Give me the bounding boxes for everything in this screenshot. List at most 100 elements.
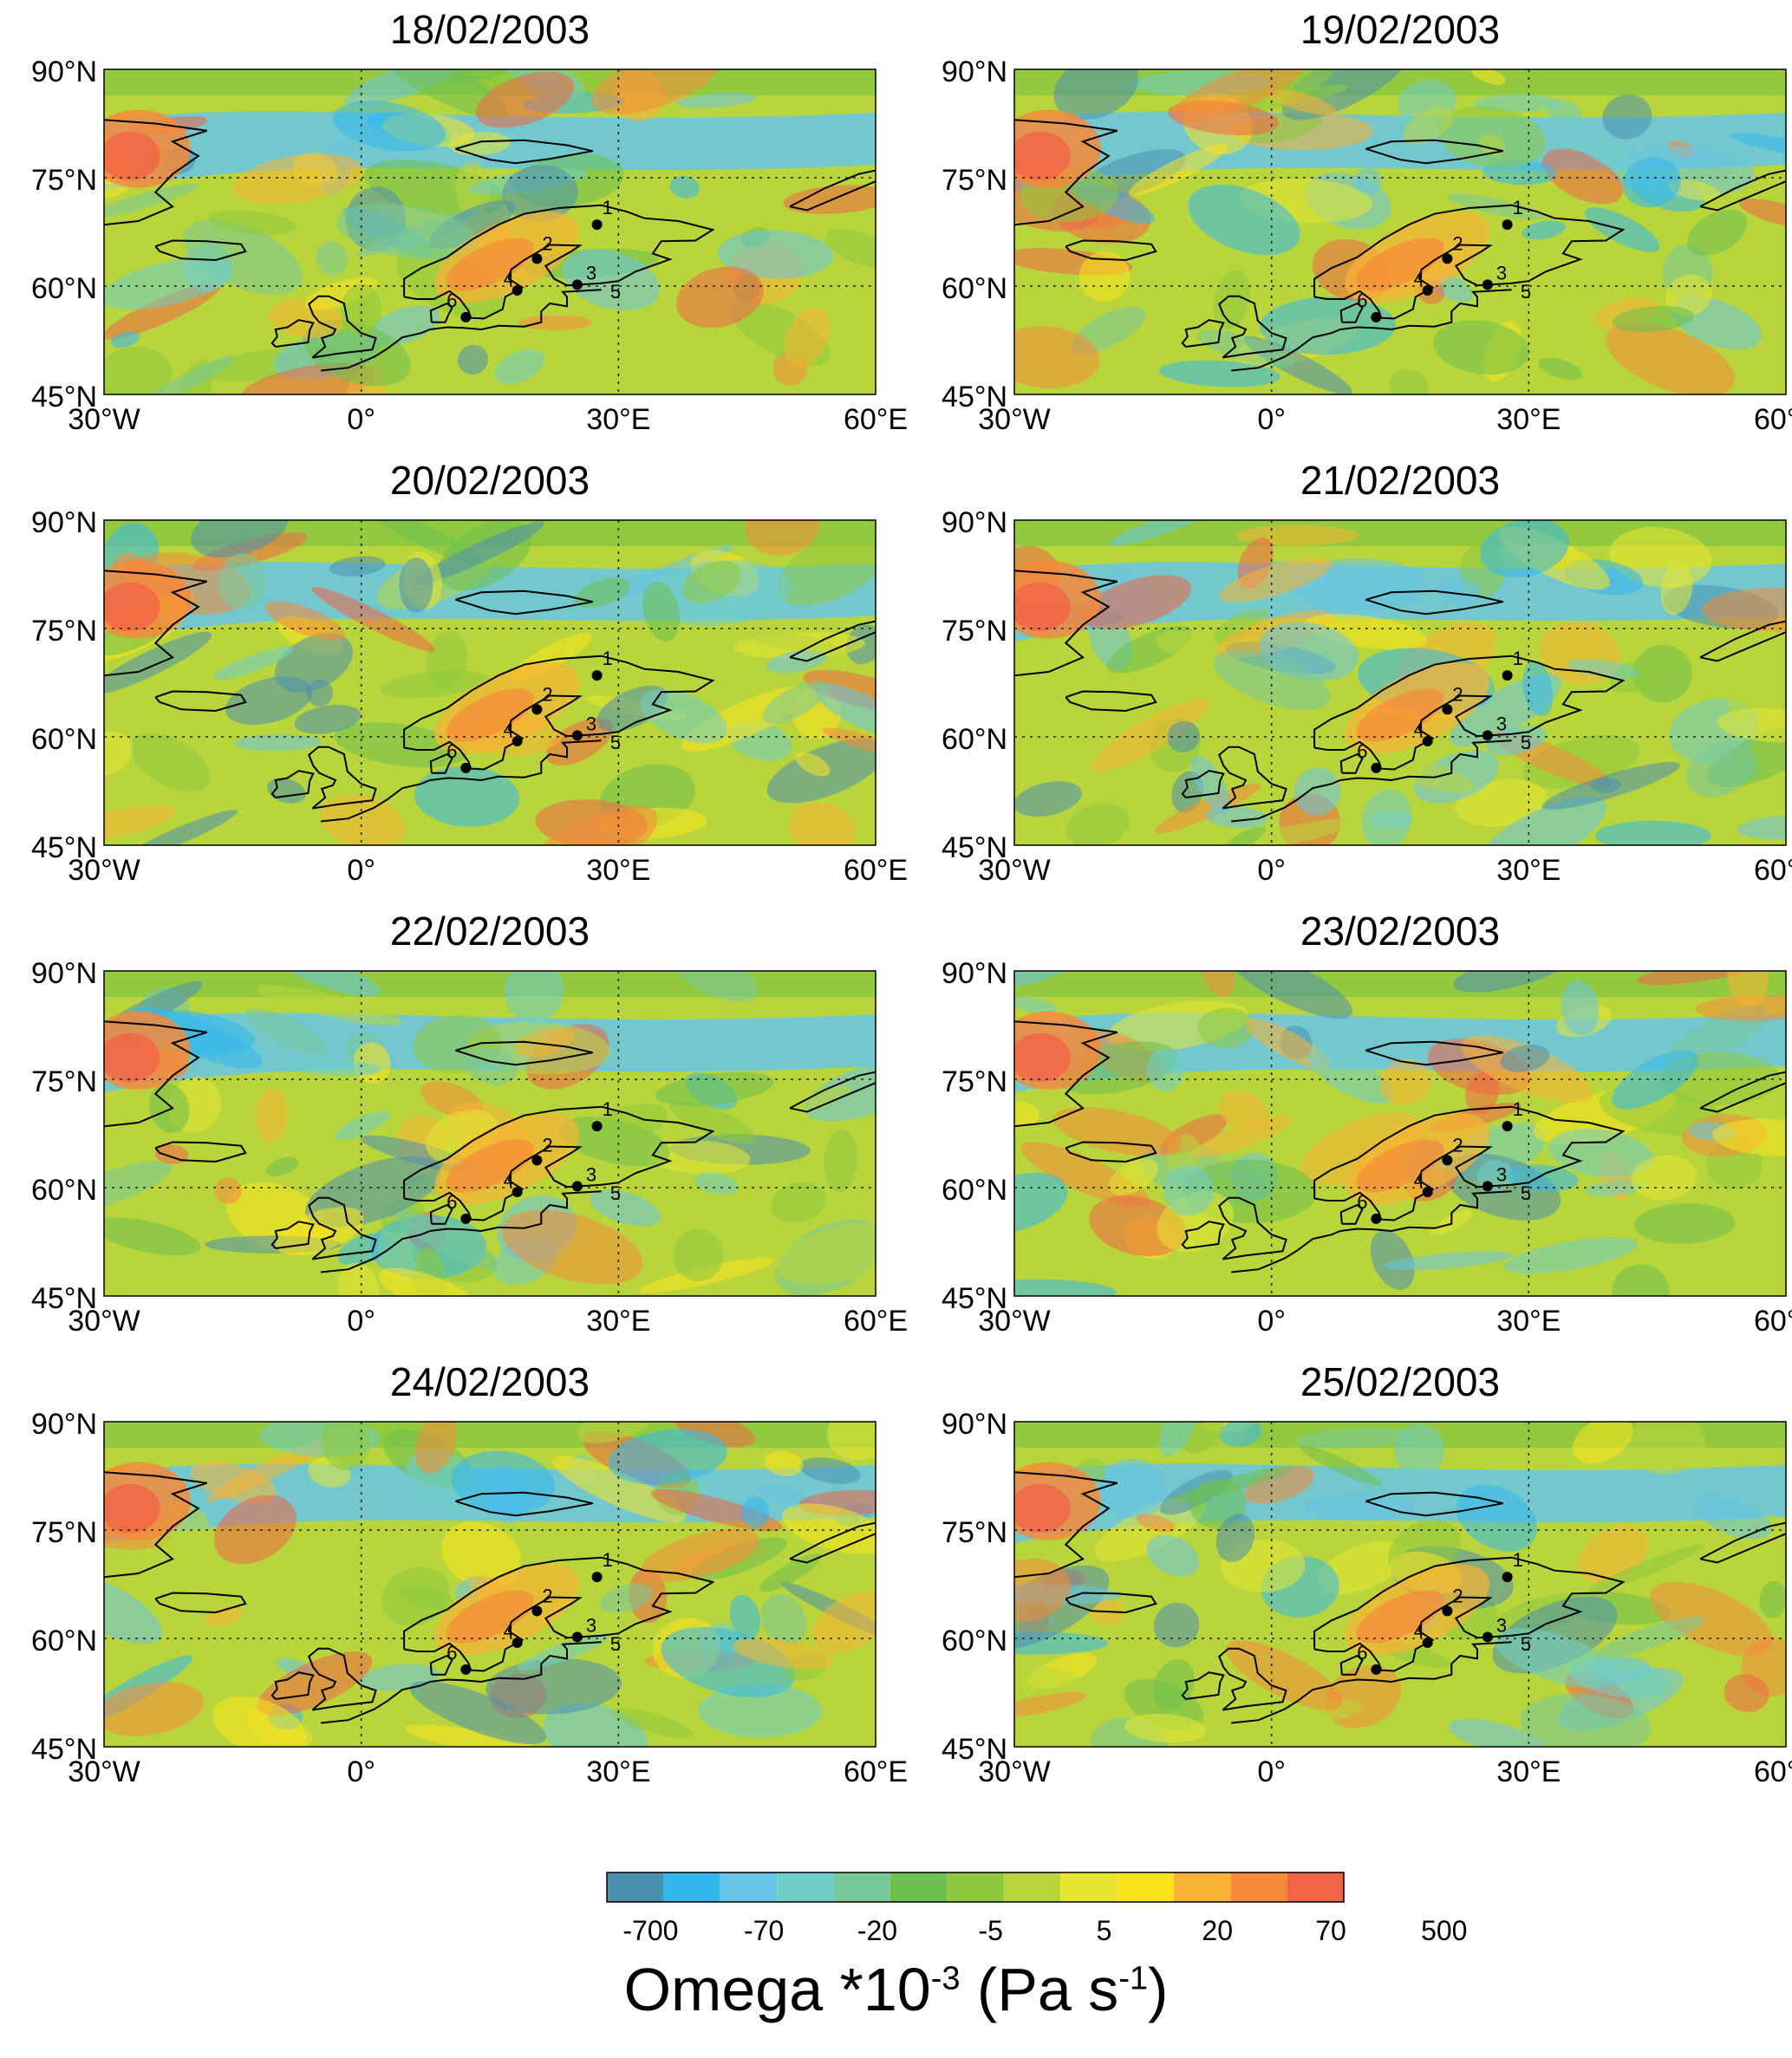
station-6: 6 xyxy=(446,1642,472,1675)
station-label: 6 xyxy=(446,1191,457,1213)
station-3: 3 xyxy=(571,262,596,290)
lon-tick-label: 0° xyxy=(347,1755,375,1788)
lat-tick-label: 45°N xyxy=(942,1282,1007,1315)
lat-tick-label: 45°N xyxy=(31,1282,97,1315)
station-label: 2 xyxy=(542,232,552,254)
colorbar-tick-label: 5 xyxy=(1097,1915,1112,1946)
station-label: 5 xyxy=(1521,1182,1531,1204)
station-3: 3 xyxy=(1482,1614,1507,1643)
lon-tick-label: 30°E xyxy=(1496,1755,1561,1788)
colorbar-tick-label: 500 xyxy=(1421,1915,1467,1946)
lat-tick-label: 75°N xyxy=(31,164,97,197)
station-label: 6 xyxy=(1357,740,1367,762)
station-label: 4 xyxy=(1414,1169,1424,1191)
station-label: 2 xyxy=(1452,232,1463,254)
station-label: 4 xyxy=(504,1620,514,1642)
omega-field xyxy=(104,971,876,1296)
map-date-title: 19/02/2003 xyxy=(1300,7,1500,52)
colorbar-tick-label: 70 xyxy=(1315,1915,1346,1946)
station-label: 4 xyxy=(504,1169,514,1191)
lon-tick-label: 0° xyxy=(347,403,375,436)
station-2: 2 xyxy=(531,683,553,715)
lat-tick-label: 90°N xyxy=(942,1408,1007,1441)
station-label: 4 xyxy=(504,268,514,290)
map-date-title: 20/02/2003 xyxy=(390,458,590,503)
map-panel: 23/02/2003 1 2 3 4 5 6 90°N 75°N 60°N 45°N 30°W 0° 30… xyxy=(942,902,1792,1352)
lon-tick-label: 0° xyxy=(1257,1305,1286,1338)
lon-tick-label: 0° xyxy=(1257,854,1286,887)
station-4: 4 xyxy=(504,1620,523,1648)
station-label: 3 xyxy=(586,713,596,734)
station-label: 2 xyxy=(542,683,552,705)
lat-tick-label: 90°N xyxy=(31,506,97,539)
map-frame xyxy=(103,68,876,395)
station-2: 2 xyxy=(1442,683,1463,715)
station-label: 1 xyxy=(1513,1098,1523,1120)
colorbar-swatch xyxy=(1230,1872,1287,1902)
caption-exponent: -3 xyxy=(930,1960,961,1997)
lat-tick-label: 90°N xyxy=(942,506,1007,539)
station-label: 2 xyxy=(1452,683,1463,705)
lon-tick-label: 30°E xyxy=(586,854,650,887)
station-2: 2 xyxy=(1442,1585,1463,1617)
station-label: 1 xyxy=(603,1098,613,1120)
lon-tick-label: 60°E xyxy=(844,1305,908,1338)
station-label: 6 xyxy=(1357,290,1367,311)
omega-field xyxy=(104,69,876,394)
lat-tick-label: 60°N xyxy=(942,1174,1007,1207)
station-4: 4 xyxy=(504,1169,523,1197)
map-frame xyxy=(103,519,876,846)
station-6: 6 xyxy=(1357,1642,1382,1675)
station-label: 5 xyxy=(1521,732,1531,753)
station-1: 1 xyxy=(1502,648,1523,681)
map-svg: 23/02/2003 1 2 3 4 5 6 90°N 75°N 60°N 45°N30°W 0° 30… xyxy=(942,909,1792,1338)
station-5: 5 xyxy=(610,281,621,303)
coastlines xyxy=(104,570,876,823)
station-1: 1 xyxy=(1502,197,1523,231)
station-label: 2 xyxy=(542,1134,552,1156)
map-svg: 21/02/2003 1 2 3 4 5 6 90°N 75°N 60°N 45°N30°W 0° 30… xyxy=(942,458,1792,887)
colorbar-tick-label: -20 xyxy=(857,1915,897,1946)
map-frame xyxy=(1013,970,1787,1297)
lat-tick-label: 90°N xyxy=(31,55,97,88)
station-3: 3 xyxy=(571,713,596,741)
map-svg: 22/02/2003 1 2 3 4 5 6 90°N 75°N 60°N 45°N30°W 0° 30… xyxy=(31,909,908,1338)
lon-tick-label: 30°W xyxy=(68,1755,140,1788)
station-4: 4 xyxy=(1414,268,1433,296)
map-frame xyxy=(1013,68,1787,395)
station-1: 1 xyxy=(591,1549,613,1583)
station-3: 3 xyxy=(1482,1163,1507,1192)
station-label: 5 xyxy=(1521,281,1531,303)
station-label: 4 xyxy=(1414,1620,1424,1642)
station-label: 4 xyxy=(1414,268,1424,290)
station-label: 5 xyxy=(610,1182,621,1204)
station-4: 4 xyxy=(504,268,523,296)
lon-tick-label: 60°E xyxy=(1754,854,1792,887)
map-date-title: 18/02/2003 xyxy=(390,7,590,52)
colorbar-swatch xyxy=(1117,1872,1174,1902)
lon-tick-label: 30°W xyxy=(68,403,140,436)
coastlines xyxy=(104,1020,876,1273)
station-3: 3 xyxy=(1482,262,1507,290)
station-4: 4 xyxy=(504,719,523,746)
colorbar-tick-label: -700 xyxy=(622,1915,678,1946)
coastlines xyxy=(1014,1020,1786,1273)
lat-tick-label: 75°N xyxy=(31,615,97,648)
colorbar-swatch xyxy=(663,1872,720,1902)
map-panel: 20/02/2003 1 2 3 4 5 6 90°N 75°N 60°N 45°N 30°W 0° 30… xyxy=(31,451,1006,902)
lon-tick-label: 60°E xyxy=(1754,1755,1792,1788)
lat-tick-label: 45°N xyxy=(942,1733,1007,1766)
lat-tick-label: 75°N xyxy=(31,1516,97,1549)
lon-tick-label: 30°W xyxy=(68,1305,140,1338)
map-svg: 20/02/2003 1 2 3 4 5 6 90°N 75°N 60°N 45°N30°W 0° 30… xyxy=(31,458,908,887)
lon-tick-label: 30°W xyxy=(68,854,140,887)
coastlines xyxy=(1014,119,1786,372)
omega-field xyxy=(1014,971,1786,1296)
lat-tick-label: 90°N xyxy=(942,957,1007,990)
lon-tick-label: 0° xyxy=(347,854,375,887)
station-6: 6 xyxy=(1357,1191,1382,1224)
station-label: 1 xyxy=(1513,648,1523,669)
station-5: 5 xyxy=(1521,1633,1531,1655)
colorbar-tick-label: 20 xyxy=(1202,1915,1233,1946)
station-5: 5 xyxy=(610,1182,621,1204)
